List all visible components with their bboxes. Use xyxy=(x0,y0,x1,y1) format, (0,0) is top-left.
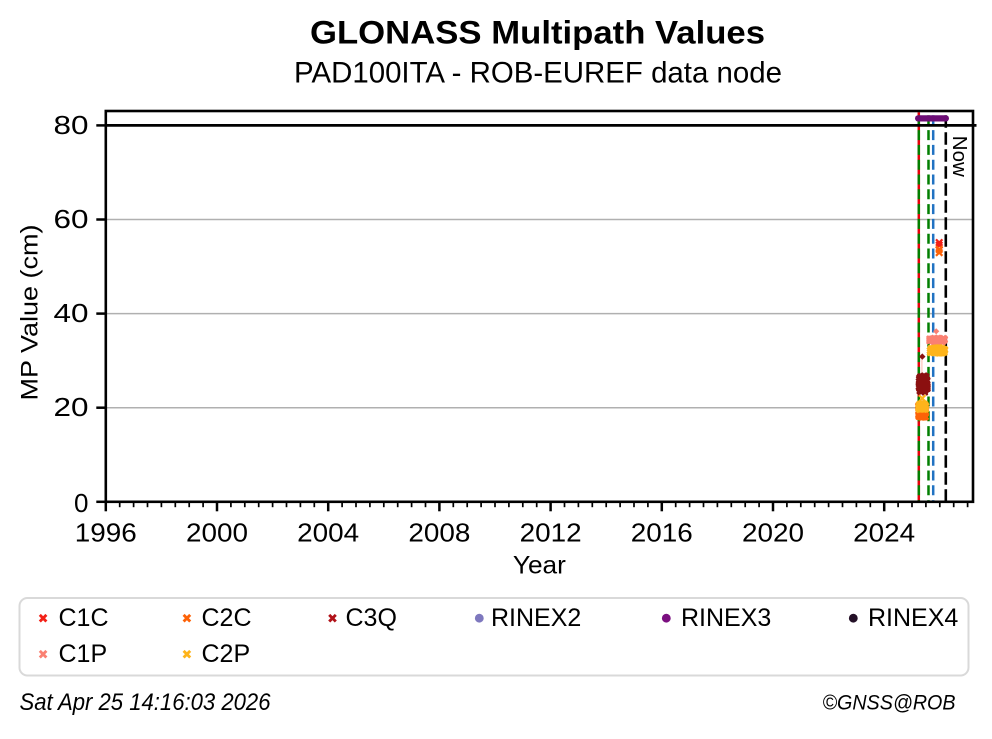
svg-text:80: 80 xyxy=(54,110,89,140)
svg-text:Sat Apr 25 14:16:03 2026: Sat Apr 25 14:16:03 2026 xyxy=(20,689,272,716)
svg-text:2020: 2020 xyxy=(742,518,804,548)
svg-text:2016: 2016 xyxy=(631,518,693,548)
svg-text:Year: Year xyxy=(513,552,566,580)
svg-text:RINEX3: RINEX3 xyxy=(681,604,771,632)
svg-text:C2P: C2P xyxy=(202,640,251,668)
svg-text:RINEX4: RINEX4 xyxy=(868,604,958,632)
svg-text:RINEX2: RINEX2 xyxy=(491,604,581,632)
svg-text:2000: 2000 xyxy=(186,518,248,548)
svg-text:2012: 2012 xyxy=(520,518,582,548)
svg-text:C1C: C1C xyxy=(59,604,109,632)
svg-text:20: 20 xyxy=(54,392,89,422)
svg-text:C3Q: C3Q xyxy=(346,604,397,632)
svg-text:2024: 2024 xyxy=(853,518,915,548)
svg-text:40: 40 xyxy=(54,298,89,328)
svg-text:C2C: C2C xyxy=(202,604,252,632)
svg-text:2004: 2004 xyxy=(297,518,359,548)
svg-text:2008: 2008 xyxy=(408,518,470,548)
svg-text:1996: 1996 xyxy=(75,518,137,548)
svg-text:PAD100ITA - ROB-EUREF data nod: PAD100ITA - ROB-EUREF data node xyxy=(294,57,782,90)
svg-text:0: 0 xyxy=(74,488,88,518)
svg-text:MP Value (cm): MP Value (cm) xyxy=(16,225,43,401)
svg-text:C1P: C1P xyxy=(59,640,108,668)
svg-text:GLONASS Multipath Values: GLONASS Multipath Values xyxy=(310,15,765,51)
svg-text:Now: Now xyxy=(948,136,971,177)
svg-text:©GNSS@ROB: ©GNSS@ROB xyxy=(823,692,956,715)
svg-text:60: 60 xyxy=(54,204,89,234)
